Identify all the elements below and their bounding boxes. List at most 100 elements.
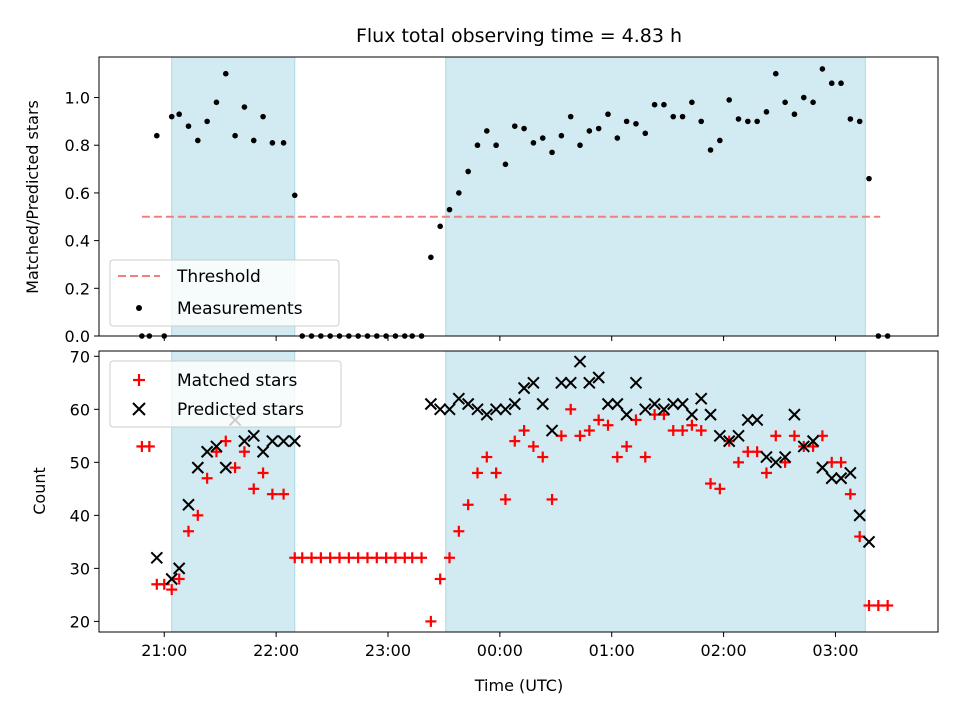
matched-point — [389, 552, 401, 564]
predicted-point — [629, 376, 643, 390]
matched-point — [621, 440, 633, 452]
matched-point — [760, 467, 772, 479]
measurement-point — [502, 161, 509, 168]
matched-point — [574, 430, 586, 442]
predicted-point — [844, 466, 857, 480]
matched-point — [779, 456, 791, 468]
bottom-panel: 20 30 40 50 60 70 21:00 22:00 23:00 00:00 01:00 02… — [30, 347, 939, 695]
predicted-point — [150, 551, 164, 564]
predicted-point — [424, 397, 438, 411]
predicted-point — [182, 498, 195, 511]
matched-point — [490, 467, 502, 479]
matched-point — [835, 456, 847, 468]
predicted-point — [545, 424, 559, 437]
measurement-point — [670, 113, 677, 120]
predicted-point — [172, 562, 186, 575]
matched-point — [296, 552, 308, 564]
measurement-point — [838, 80, 844, 87]
matched-point — [166, 584, 178, 596]
predicted-point — [508, 397, 521, 411]
y-tick-label: 0.8 — [65, 136, 90, 155]
predicted-point — [288, 434, 301, 448]
measurement-point — [493, 142, 499, 149]
measurement-point — [772, 70, 779, 77]
measurement-point — [800, 94, 807, 101]
predicted-point — [564, 376, 577, 390]
measurement-point — [549, 149, 555, 156]
predicted-point — [713, 429, 727, 443]
matched-point — [742, 446, 754, 458]
predicted-point — [238, 434, 251, 448]
matched-point — [844, 488, 856, 500]
matched-point — [238, 446, 250, 458]
predicted-point — [732, 429, 745, 443]
measurement-point — [782, 99, 788, 106]
y-tick-label: 60 — [70, 400, 90, 419]
measurement-point — [168, 113, 175, 120]
matched-point — [416, 552, 428, 564]
measurement-point — [213, 99, 220, 106]
bottom-legend: Matched stars Predicted stars — [109, 360, 342, 428]
bottom-y-axis-label: Count — [30, 467, 49, 515]
measurement-point — [530, 140, 537, 146]
predicted-point — [555, 376, 568, 390]
measurements-series — [139, 66, 891, 339]
matched-point — [201, 472, 213, 484]
matched-point — [158, 578, 170, 590]
predicted-point — [825, 472, 838, 485]
matched-point — [173, 573, 185, 585]
predicted-point — [489, 403, 503, 416]
matched-point — [602, 419, 614, 431]
matched-point — [210, 446, 222, 458]
matched-point — [872, 599, 884, 611]
measurement-point — [428, 254, 434, 261]
predicted-point — [620, 408, 633, 421]
predicted-point — [480, 408, 494, 421]
x-tick-label: 00:00 — [477, 641, 523, 660]
x-axis-label: Time (UTC) — [474, 676, 563, 695]
predicted-point — [816, 461, 829, 474]
matched-point — [380, 552, 392, 564]
predicted-point — [667, 397, 680, 411]
measurement-point — [280, 140, 287, 146]
measurement-point — [595, 125, 602, 132]
matched-point — [143, 440, 155, 452]
predicted-point — [277, 434, 290, 448]
matched-point — [677, 425, 689, 437]
predicted-point — [853, 509, 866, 522]
measurement-point — [605, 111, 611, 118]
bottom-legend-box — [109, 360, 342, 428]
matched-point — [788, 430, 800, 442]
x-tick-label: 22:00 — [253, 641, 299, 660]
measurement-point — [754, 118, 760, 125]
legend-matched-swatch — [133, 374, 145, 386]
matched-point — [639, 451, 651, 463]
predicted-point — [443, 403, 456, 416]
predicted-point — [210, 440, 223, 453]
predicted-point — [452, 392, 466, 405]
predicted-point — [592, 371, 605, 384]
measurement-point — [633, 120, 639, 127]
bottom-x-ticks: 21:00 22:00 23:00 00:00 01:00 02:00 03:00 — [141, 632, 859, 660]
measurement-point — [586, 128, 593, 134]
predicted-point — [676, 397, 689, 411]
predicted-point — [165, 572, 178, 586]
measurement-point — [291, 192, 298, 199]
matched-point — [658, 409, 670, 421]
top-legend: Threshold Measurements — [109, 259, 340, 327]
y-tick-label: 20 — [70, 612, 90, 631]
measurement-point — [847, 116, 854, 122]
matched-point — [324, 552, 336, 564]
matched-point — [361, 552, 373, 564]
predicted-point — [750, 413, 764, 427]
measurement-point — [679, 113, 686, 120]
measurement-point — [819, 66, 826, 72]
matched-point — [583, 425, 595, 437]
measurement-point — [763, 109, 770, 115]
predicted-point — [536, 397, 549, 411]
matched-point — [807, 440, 819, 452]
predicted-point — [760, 450, 773, 464]
predicted-point — [461, 397, 475, 411]
predicted-point — [788, 408, 801, 421]
